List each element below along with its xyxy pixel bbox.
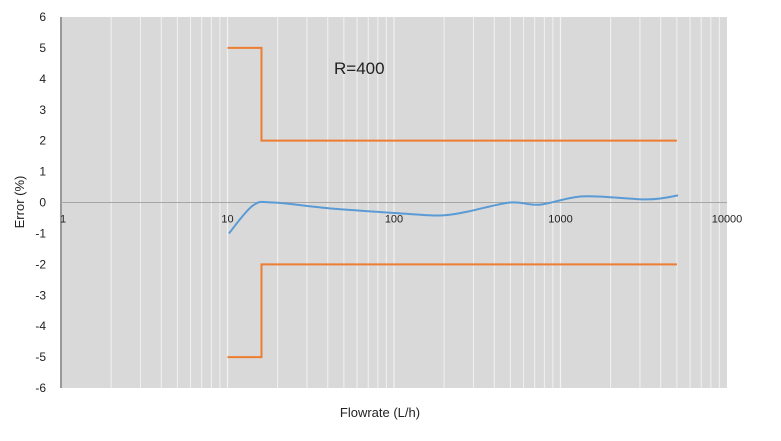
- y-tick-label: -4: [35, 319, 46, 333]
- x-tick-label: 100: [385, 214, 403, 226]
- y-tick-label: -5: [35, 350, 46, 364]
- y-axis-label: Error (%): [12, 176, 27, 229]
- y-tick-label: -3: [35, 288, 46, 302]
- y-tick-label: 0: [39, 196, 46, 210]
- x-tick-label: 1000: [548, 214, 572, 226]
- y-tick-label: 5: [39, 41, 46, 55]
- y-tick-label: 3: [39, 103, 46, 117]
- x-tick-label: 1: [60, 214, 66, 226]
- y-tick-label: -1: [35, 226, 46, 240]
- x-tick-label: 10: [221, 214, 233, 226]
- y-tick-label: 4: [39, 72, 46, 86]
- y-tick-label: 6: [39, 10, 46, 24]
- y-tick-label: 1: [39, 165, 46, 179]
- annotation: R=400: [334, 59, 385, 78]
- x-tick-label: 10000: [712, 214, 743, 226]
- y-tick-label: 2: [39, 134, 46, 148]
- y-tick-label: -2: [35, 257, 46, 271]
- lower-limit-line: [227, 263, 677, 359]
- x-axis-label: Flowrate (L/h): [340, 405, 420, 420]
- y-tick-label: -6: [35, 381, 46, 395]
- error-curve: [228, 194, 679, 235]
- upper-limit-line: [227, 46, 677, 142]
